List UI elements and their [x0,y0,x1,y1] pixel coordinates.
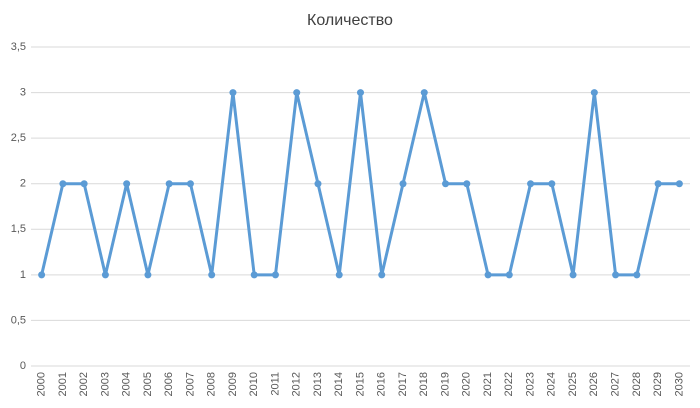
x-tick-label: 2007 [184,372,196,396]
data-point [144,271,152,279]
x-tick-label: 2017 [397,372,409,396]
data-point [335,271,343,279]
y-tick-label: 1 [20,269,26,281]
data-point [420,89,428,97]
y-tick-label: 2,5 [11,132,26,144]
data-point [271,271,279,279]
x-tick-label: 2029 [652,372,664,396]
data-point [293,89,301,97]
data-point [463,180,471,188]
x-tick-label: 2005 [142,372,154,396]
data-point [484,271,492,279]
x-tick-label: 2021 [482,372,494,396]
x-tick-label: 2026 [588,372,600,396]
data-point [569,271,577,279]
x-tick-label: 2016 [376,372,388,396]
x-tick-label: 2028 [631,372,643,396]
x-tick-label: 2015 [354,372,366,396]
data-point [590,89,598,97]
data-point [208,271,216,279]
x-tick-label: 2014 [333,372,345,396]
x-tick-label: 2002 [78,372,90,396]
data-point [38,271,46,279]
x-tick-label: 2009 [227,372,239,396]
x-tick-label: 2001 [57,372,69,396]
data-point [548,180,556,188]
y-tick-label: 2 [20,178,26,190]
x-tick-label: 2004 [121,372,133,396]
data-point [186,180,194,188]
chart-title: Количество [307,12,393,29]
data-point [59,180,67,188]
data-point [101,271,109,279]
x-tick-label: 2011 [269,372,281,396]
y-tick-label: 3,5 [11,41,26,53]
x-tick-label: 2008 [206,372,218,396]
x-tick-label: 2022 [503,372,515,396]
data-point [314,180,322,188]
data-point [633,271,641,279]
x-tick-label: 2019 [439,372,451,396]
x-tick-label: 2003 [99,372,111,396]
x-tick-label: 2000 [36,372,48,396]
x-tick-label: 2010 [248,372,260,396]
x-tick-label: 2018 [418,372,430,396]
data-point [612,271,620,279]
x-tick-label: 2012 [291,372,303,396]
data-point [442,180,450,188]
x-tick-label: 2006 [163,372,175,396]
x-tick-label: 2027 [610,372,622,396]
data-point [80,180,88,188]
data-point [505,271,513,279]
data-point [675,180,683,188]
y-tick-label: 0 [20,360,26,372]
y-tick-label: 0,5 [11,314,26,326]
x-tick-label: 2024 [546,372,558,396]
data-point [527,180,535,188]
x-tick-label: 2020 [461,372,473,396]
x-tick-label: 2023 [524,372,536,396]
data-point [399,180,407,188]
y-tick-label: 1,5 [11,223,26,235]
x-tick-label: 2025 [567,372,579,396]
data-point [229,89,237,97]
data-point [357,89,364,97]
data-point [123,180,131,188]
data-point [165,180,173,188]
data-point [378,271,386,279]
y-tick-label: 3 [20,86,26,98]
data-point [250,271,258,279]
x-tick-label: 2030 [673,372,685,396]
data-point [654,180,662,188]
x-tick-label: 2013 [312,372,324,396]
